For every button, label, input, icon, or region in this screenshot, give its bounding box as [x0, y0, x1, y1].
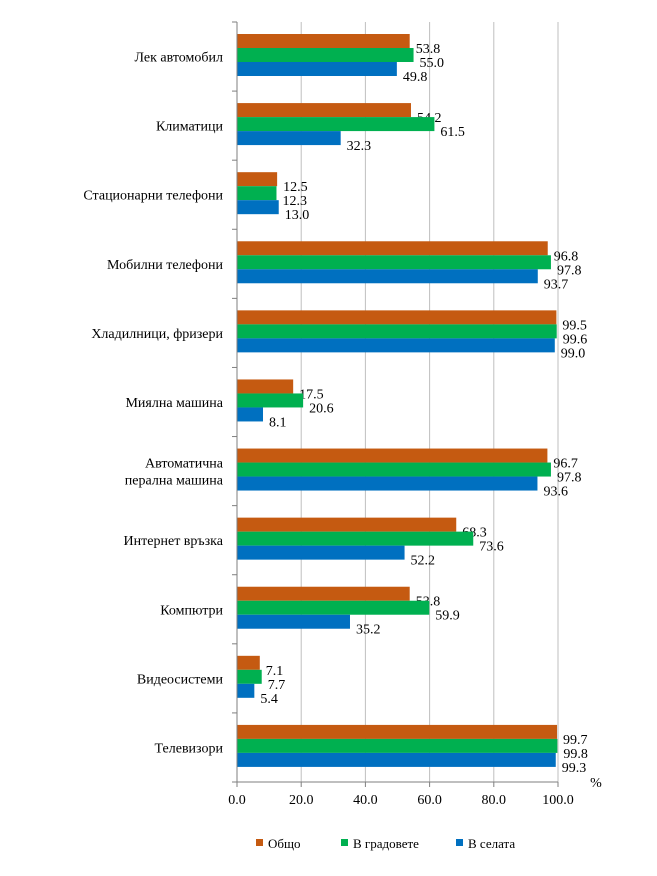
bar: [237, 103, 411, 118]
legend-swatch: [256, 839, 263, 846]
category-label: Интернет връзка: [124, 534, 224, 549]
data-label: 99.5: [562, 318, 587, 333]
data-label: 53.8: [416, 42, 441, 57]
bar: [237, 393, 304, 408]
data-label: 99.6: [563, 332, 588, 347]
data-label: 49.8: [403, 70, 428, 85]
bar: [237, 669, 262, 684]
data-label: 52.2: [411, 554, 436, 569]
data-label: 35.2: [356, 623, 381, 638]
legend-label: Общо: [268, 836, 301, 851]
data-label: 32.3: [347, 139, 372, 154]
data-label: 93.7: [544, 277, 569, 292]
category-label: Видеосистеми: [137, 672, 224, 687]
data-label: 13.0: [285, 208, 310, 223]
bar: [237, 462, 551, 477]
x-tick-label: 0.0: [228, 793, 246, 808]
bar: [237, 738, 558, 753]
data-label: 7.7: [268, 678, 286, 693]
category-label: Лек автомобил: [134, 51, 223, 66]
x-tick-label: 20.0: [289, 793, 314, 808]
legend-label: В селата: [468, 836, 515, 851]
bar: [237, 683, 255, 698]
bar: [237, 48, 414, 62]
x-tick-label: 40.0: [353, 793, 378, 808]
data-label: 12.3: [282, 194, 307, 209]
bar: [237, 338, 555, 353]
category-label: Климатици: [156, 120, 224, 135]
data-label: 61.5: [440, 125, 465, 140]
bar: [237, 324, 557, 339]
x-axis-label: %: [590, 776, 602, 791]
bar: [237, 269, 538, 284]
category-label: Стационарни телефони: [83, 189, 223, 204]
bar: [237, 407, 264, 422]
category-label: Мобилни телефони: [107, 258, 223, 273]
data-label: 5.4: [260, 692, 278, 707]
x-tick-label: 100.0: [542, 793, 574, 808]
data-label: 99.3: [562, 761, 587, 776]
bar: [237, 655, 260, 670]
data-label: 97.8: [557, 471, 582, 486]
category-label: Хладилници, фризери: [91, 327, 223, 342]
data-label: 73.6: [479, 540, 504, 555]
bar: [237, 448, 548, 463]
bar: [237, 724, 558, 739]
bar: [237, 131, 341, 146]
bar: [237, 310, 557, 325]
x-tick-label: 60.0: [417, 793, 442, 808]
bar: [237, 241, 548, 256]
category-label: Автоматична перална машина: [125, 457, 224, 489]
bar: [237, 614, 350, 629]
data-label: 8.1: [269, 415, 287, 430]
bar: [237, 186, 277, 201]
bar: [237, 517, 457, 532]
bar: [237, 531, 474, 546]
legend-swatch: [341, 839, 348, 846]
bar: [237, 586, 410, 601]
bar: [237, 62, 397, 76]
data-label: 59.9: [435, 609, 460, 624]
bar: [237, 172, 278, 187]
category-label: Миялна машина: [125, 396, 223, 411]
data-label: 99.7: [563, 733, 588, 748]
bar: [237, 200, 279, 215]
data-label: 99.0: [561, 346, 586, 361]
data-label: 20.6: [309, 401, 334, 416]
bar: [237, 752, 556, 767]
data-label: 93.6: [543, 485, 568, 500]
bar: [237, 476, 538, 491]
data-label: 96.8: [554, 249, 579, 264]
data-label: 99.8: [563, 747, 588, 762]
data-label: 12.5: [283, 180, 308, 195]
data-label: 96.7: [553, 457, 578, 472]
bar: [237, 34, 410, 48]
category-label: Компютри: [160, 603, 223, 618]
bar: [237, 600, 430, 615]
legend-swatch: [456, 839, 463, 846]
data-label: 55.0: [420, 56, 445, 71]
data-label: 7.1: [266, 664, 284, 679]
bar: [237, 117, 435, 132]
data-label: 17.5: [299, 387, 324, 402]
legend-label: В градовете: [353, 836, 419, 851]
data-label: 97.8: [557, 263, 582, 278]
bar: [237, 545, 405, 560]
bar: [237, 379, 294, 394]
category-label: Телевизори: [155, 741, 224, 756]
bar: [237, 255, 551, 270]
x-tick-label: 80.0: [482, 793, 507, 808]
